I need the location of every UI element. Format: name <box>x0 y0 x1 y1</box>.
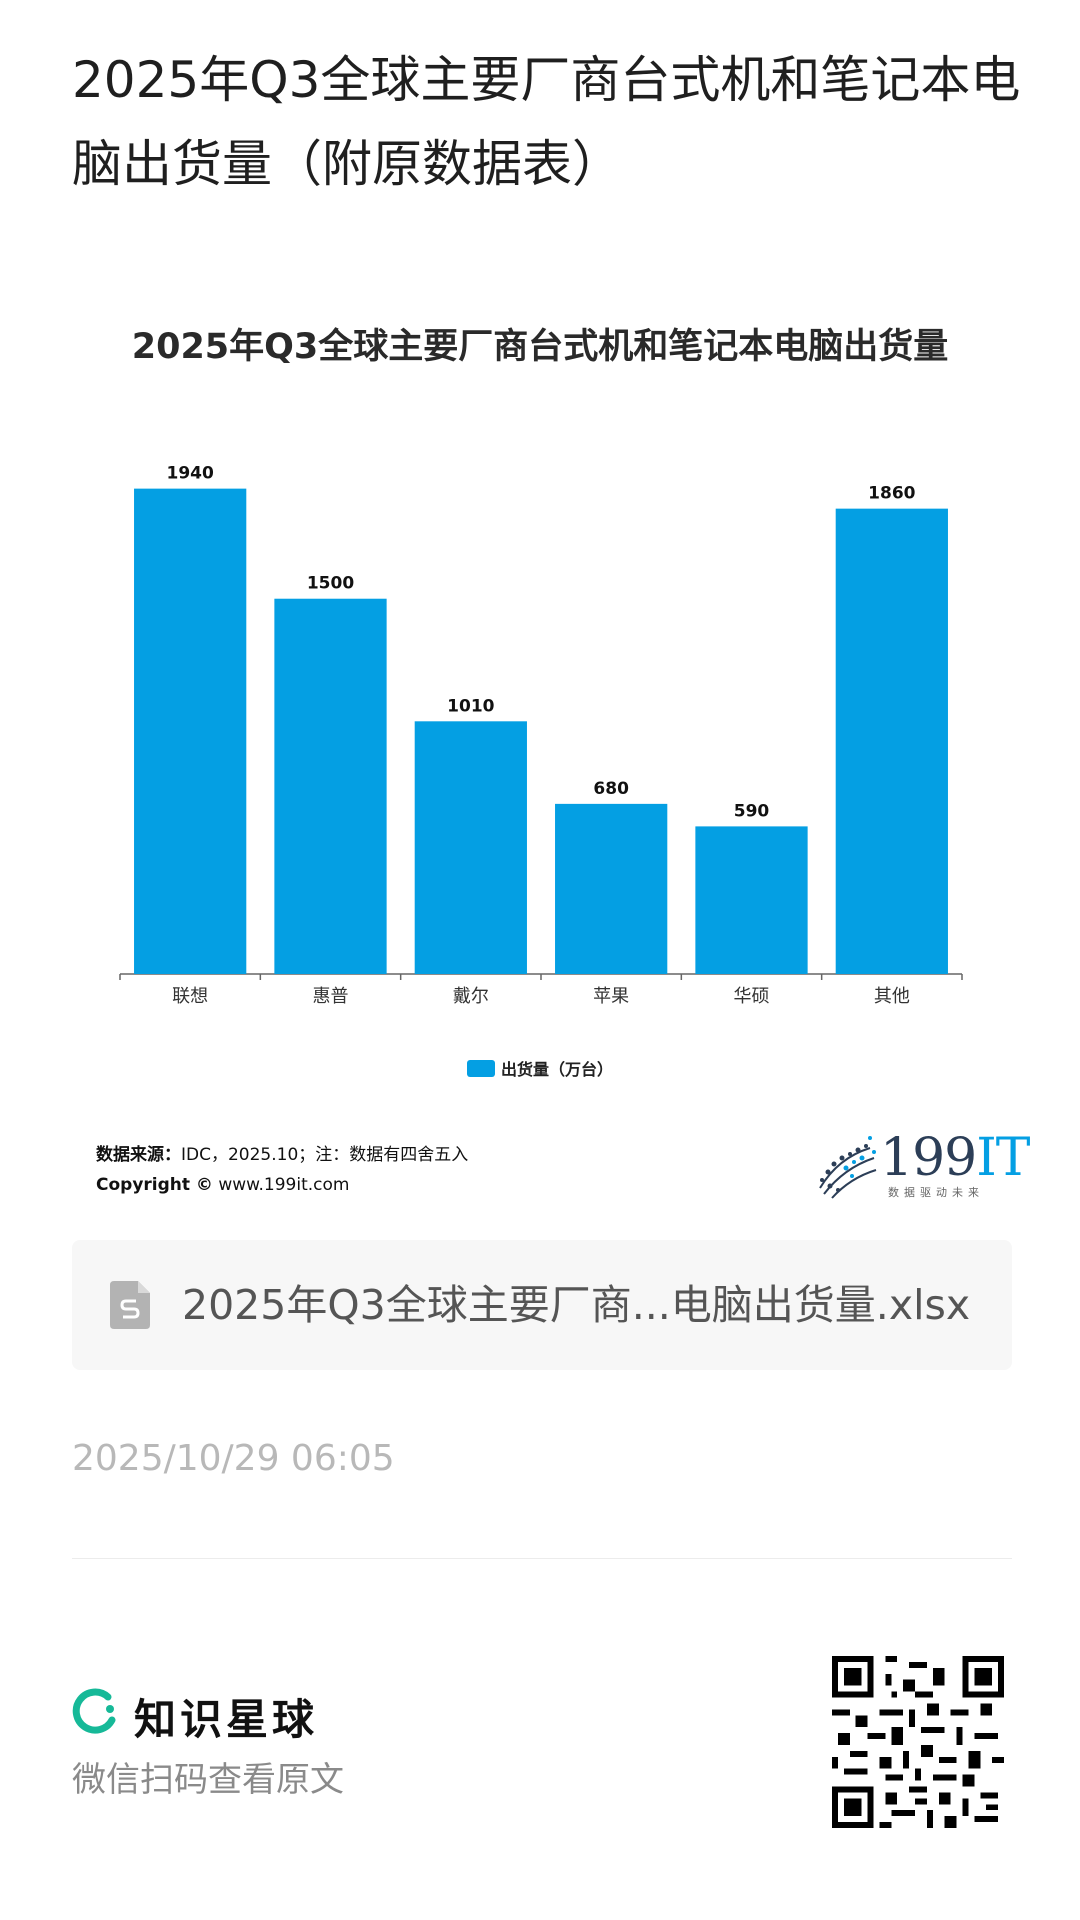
bar-0 <box>134 488 247 974</box>
value-label-4: 590 <box>734 801 770 821</box>
legend-label: 出货量（万台） <box>500 1060 613 1079</box>
199it-logo-text: 199IT <box>880 1128 1031 1188</box>
legend-swatch <box>466 1059 495 1077</box>
spreadsheet-file-icon <box>110 1281 150 1329</box>
file-name: 2025年Q3全球主要厂商...电脑出货量.xlsx <box>182 1281 971 1329</box>
divider <box>72 1558 1012 1559</box>
source-note: 数据来源：IDC，2025.10；注：数据有四舍五入 Copyright © w… <box>96 1140 468 1200</box>
category-label-3: 苹果 <box>593 986 629 1007</box>
source-text: IDC，2025.10；注：数据有四舍五入 <box>181 1145 469 1165</box>
copyright-label: Copyright © <box>96 1175 213 1195</box>
value-label-1: 1500 <box>307 574 354 594</box>
category-label-0: 联想 <box>172 986 208 1007</box>
attachment-file-card[interactable]: 2025年Q3全球主要厂商...电脑出货量.xlsx <box>72 1240 1012 1370</box>
logo-slogan: 数据驱动未来 <box>888 1186 984 1199</box>
bar-3 <box>555 803 668 974</box>
category-label-1: 惠普 <box>313 986 349 1007</box>
logo-num: 199 <box>880 1128 977 1188</box>
brand-name: 知识星球 <box>134 1695 319 1744</box>
value-label-0: 1940 <box>167 464 214 484</box>
category-label-5: 其他 <box>874 986 910 1007</box>
value-label-3: 680 <box>593 779 629 799</box>
chart-legend: 出货量（万台） <box>0 1056 1080 1080</box>
chart-title: 2025年Q3全球主要厂商台式机和笔记本电脑出货量 <box>131 327 949 367</box>
page-title: 2025年Q3全球主要厂商台式机和笔记本电脑出货量（附原数据表） <box>72 51 1021 193</box>
199it-logo-icon <box>819 1136 877 1199</box>
timestamp: 2025/10/29 06:05 <box>72 1438 395 1479</box>
value-label-2: 1010 <box>447 696 494 716</box>
source-label: 数据来源： <box>96 1145 181 1165</box>
category-label-4: 华硕 <box>734 986 770 1007</box>
bar-chart: 1940 联想 1500 惠普 1010 戴尔 680 苹果 590 华硕 1860 其他 <box>119 464 963 1007</box>
zsxq-logo-icon <box>72 1688 116 1734</box>
category-label-2: 戴尔 <box>453 986 489 1007</box>
value-label-5: 1860 <box>868 484 915 504</box>
bar-2 <box>414 721 527 974</box>
copyright-site: www.199it.com <box>218 1175 350 1195</box>
bar-4 <box>695 826 808 974</box>
brand-subtitle: 微信扫码查看原文 <box>72 1760 344 1800</box>
bar-1 <box>274 598 387 974</box>
logo-it: IT <box>976 1128 1030 1188</box>
qr-code-icon[interactable] <box>832 1656 1004 1828</box>
bar-5 <box>835 508 948 974</box>
